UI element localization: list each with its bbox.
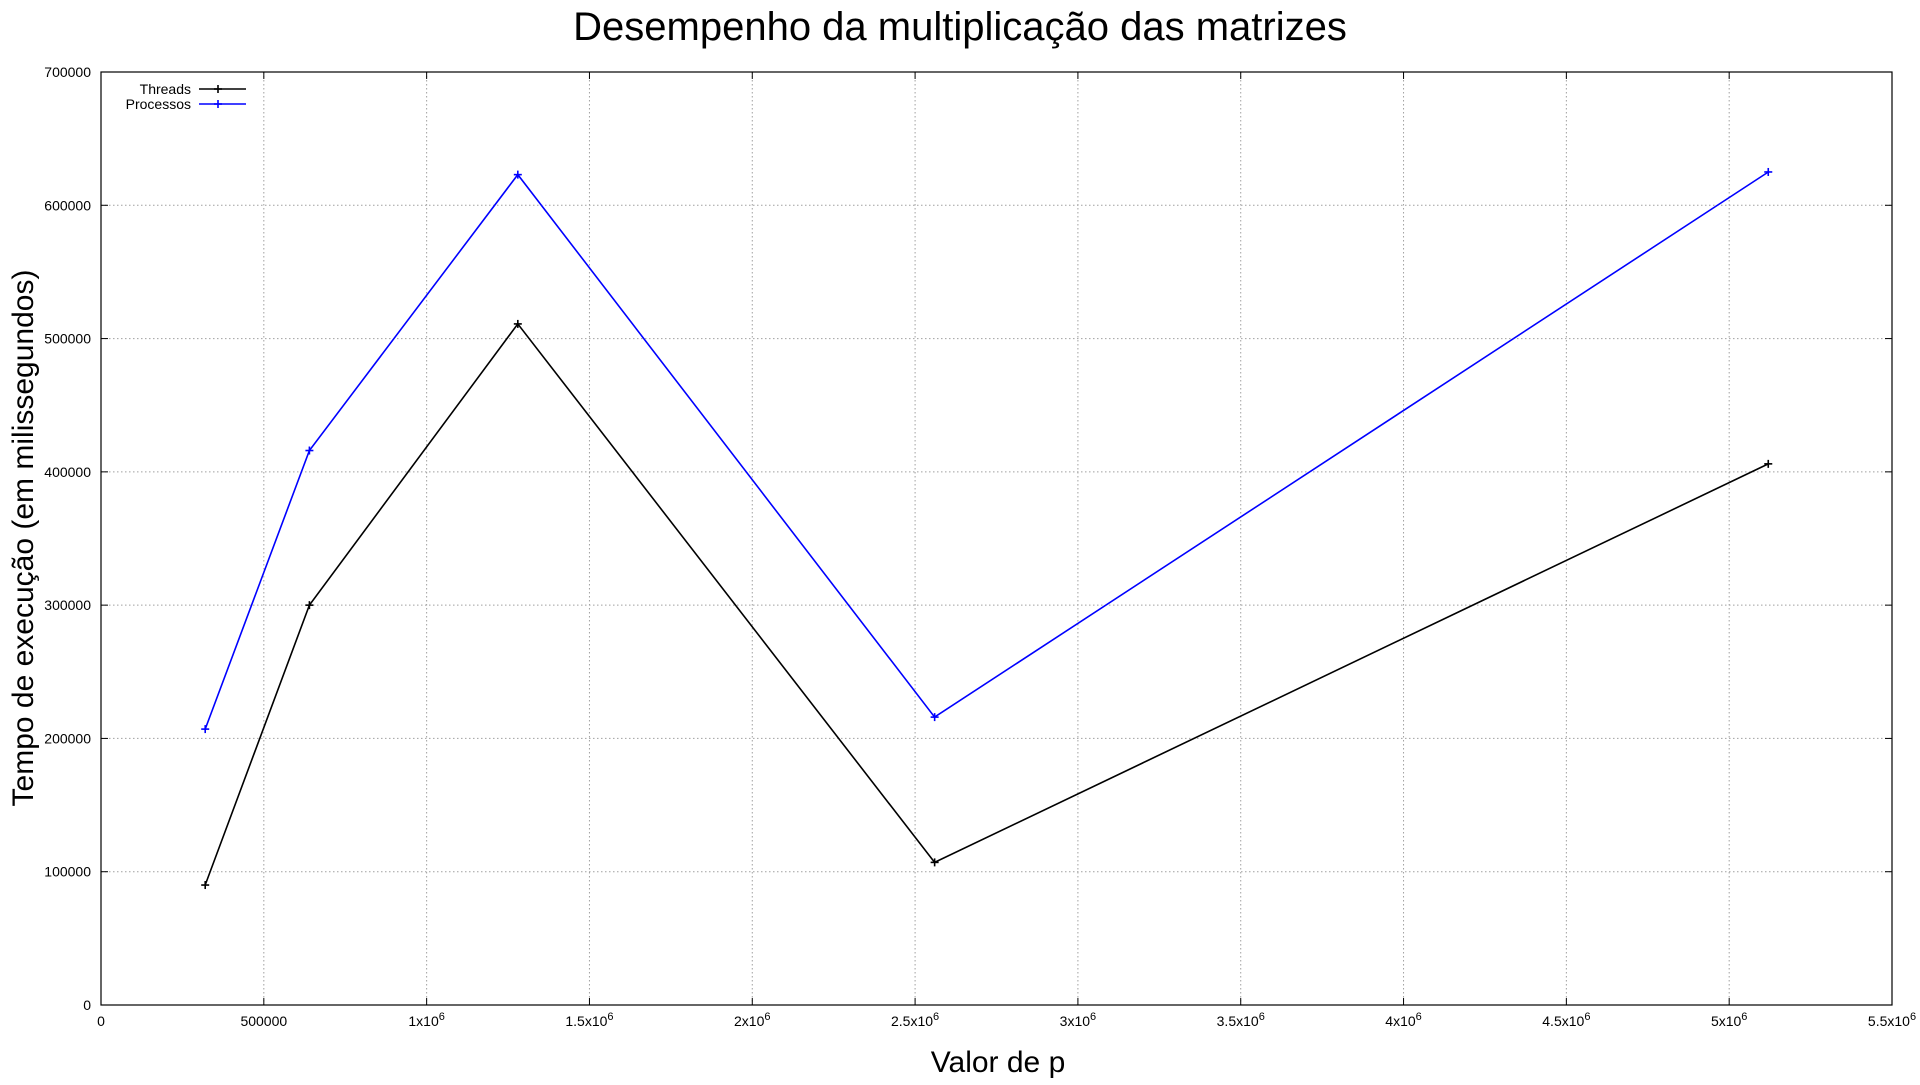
x-tick-label: 0 — [97, 1013, 105, 1029]
x-tick-label: 2x106 — [734, 1011, 770, 1029]
x-tick-label: 4.5x106 — [1542, 1011, 1590, 1029]
series-processos — [201, 167, 1773, 734]
x-tick-label: 4x106 — [1385, 1011, 1421, 1029]
grid-lines — [101, 72, 1892, 1005]
x-tick-label: 3.5x106 — [1217, 1011, 1265, 1029]
legend-item: Processos — [126, 96, 246, 112]
y-tick-label: 0 — [83, 997, 91, 1013]
y-axis-label: Tempo de execução (em milissegundos) — [7, 270, 40, 807]
data-point — [930, 858, 939, 867]
y-tick-label: 100000 — [44, 864, 91, 880]
data-point — [513, 319, 522, 328]
data-point — [930, 713, 939, 722]
data-point — [201, 725, 210, 734]
chart-title: Desempenho da multiplicação das matrizes — [573, 5, 1347, 49]
axis-ticks: 0 100000 200000 300000 400000 500000 600000 700… — [44, 64, 1916, 1029]
x-tick-label: 2.5x106 — [891, 1011, 939, 1029]
series-threads — [201, 319, 1773, 890]
data-point — [201, 881, 210, 890]
y-tick-label: 600000 — [44, 197, 91, 213]
y-tick-label: 200000 — [44, 730, 91, 746]
data-point — [513, 170, 522, 179]
x-tick-label: 5.5x106 — [1868, 1011, 1916, 1029]
x-tick-label: 1.5x106 — [565, 1011, 613, 1029]
data-point — [305, 446, 314, 455]
legend-label: Threads — [140, 81, 191, 97]
data-point — [1764, 167, 1773, 176]
y-tick-label: 400000 — [44, 464, 91, 480]
x-tick-label: 3x106 — [1060, 1011, 1096, 1029]
legend-label: Processos — [126, 96, 191, 112]
y-tick-label: 300000 — [44, 597, 91, 613]
x-axis-label: Valor de p — [931, 1046, 1066, 1079]
x-tick-label: 1x106 — [408, 1011, 444, 1029]
y-tick-label: 700000 — [44, 64, 91, 80]
series-line — [204, 171, 1769, 730]
data-point — [1764, 459, 1773, 468]
legend-item: Threads — [140, 81, 246, 97]
data-point — [305, 601, 314, 610]
x-tick-label: 5x106 — [1711, 1011, 1747, 1029]
y-tick-label: 500000 — [44, 331, 91, 347]
x-tick-label: 500000 — [240, 1013, 287, 1029]
series-line — [204, 322, 1769, 886]
plot-frame — [100, 71, 1893, 1006]
series-layer — [201, 167, 1773, 890]
